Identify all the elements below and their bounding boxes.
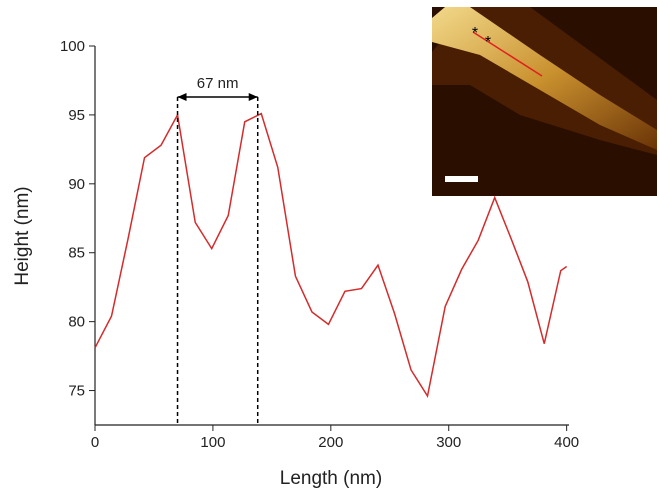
y-axis-title: Height (nm) <box>12 186 33 285</box>
y-tick-label: 85 <box>68 245 85 262</box>
inset-marker: * <box>485 34 491 51</box>
x-tick-label: 400 <box>554 434 579 451</box>
x-tick-label: 200 <box>318 434 343 451</box>
arrow-head <box>177 92 187 101</box>
y-tick-label: 95 <box>68 107 85 124</box>
x-tick-label: 100 <box>200 434 225 451</box>
x-tick-label: 300 <box>436 434 461 451</box>
x-axis-title: Length (nm) <box>280 468 382 489</box>
inset-marker: * <box>472 25 478 42</box>
y-tick-label: 75 <box>68 383 85 400</box>
x-tick-label: 0 <box>91 434 99 451</box>
y-tick-label: 90 <box>68 176 85 193</box>
inset-band <box>432 7 657 150</box>
y-tick-label: 100 <box>60 38 85 55</box>
scale-bar <box>445 176 478 182</box>
arrow-head <box>248 92 258 101</box>
data-line <box>94 112 568 399</box>
annotation-label: 67 nm <box>197 75 239 92</box>
inset-profile-line <box>472 31 543 77</box>
inset-image: * * <box>432 7 657 196</box>
y-tick-label: 80 <box>68 314 85 331</box>
